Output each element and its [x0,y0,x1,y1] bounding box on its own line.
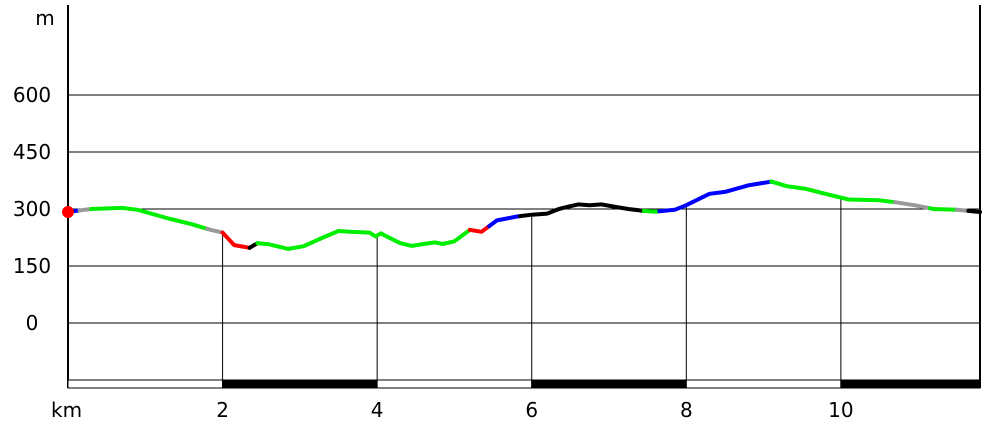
profile-segment [641,208,662,214]
start-point-marker [62,206,74,219]
x-tick-label: 8 [680,398,693,422]
vertical-gridlines [222,197,842,388]
profile-segment [893,200,932,211]
y-tick-label: 0 [26,311,39,335]
x-axis-unit-label: km [51,398,82,422]
x-tick-label: 4 [371,398,384,422]
elevation-series [66,179,982,251]
km-bar-segment [531,379,687,389]
y-tick-labels: 0 150 300 450 600 [13,83,51,335]
km-scale-bar [67,379,981,389]
km-bar-segment [67,379,224,389]
km-bar-segment [222,379,378,389]
km-bar-segment [685,379,842,389]
x-tick-label: 10 [828,398,853,422]
profile-segment [205,226,225,235]
profile-segment [657,179,774,214]
profile-segment [966,208,982,214]
y-tick-label: 150 [13,254,51,278]
y-tick-label: 450 [13,140,51,164]
profile-segment [89,205,210,231]
profile-segment [927,206,959,212]
km-bar-segment [840,379,981,389]
profile-segment [255,227,472,251]
profile-segment [220,230,252,250]
km-bar-segment [376,379,533,389]
y-axis-unit-label: m [35,6,54,30]
horizontal-gridlines [68,94,980,324]
profile-segment [487,214,523,229]
profile-segment [518,202,646,219]
x-tick-label: 2 [216,398,229,422]
profile-segment [769,179,897,205]
y-tick-label: 600 [13,83,51,107]
x-tick-label: 6 [525,398,538,422]
profile-segment [467,224,492,234]
y-tick-label: 300 [13,197,51,221]
x-tick-labels: 2 4 6 8 10 [216,398,853,422]
